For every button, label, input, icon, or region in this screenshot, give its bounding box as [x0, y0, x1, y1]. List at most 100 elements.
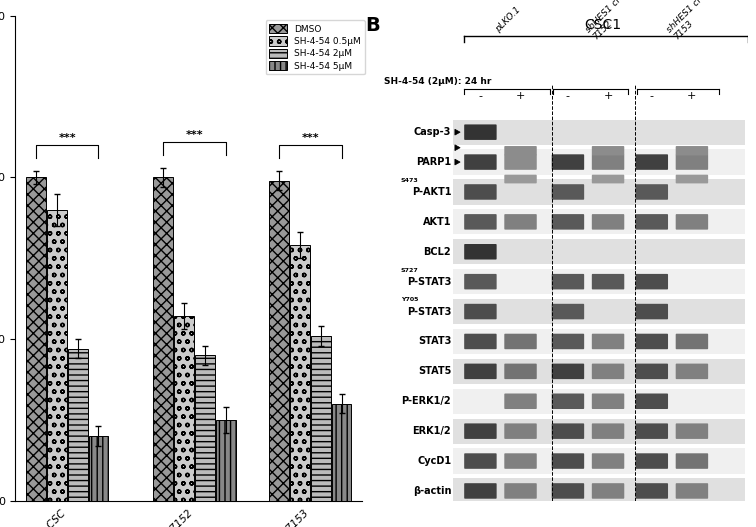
Text: STAT5: STAT5 [418, 366, 451, 376]
Text: CycD1: CycD1 [417, 456, 451, 466]
FancyBboxPatch shape [636, 274, 668, 289]
Bar [88, 436, 108, 501]
FancyBboxPatch shape [453, 418, 745, 444]
FancyBboxPatch shape [676, 154, 708, 170]
FancyBboxPatch shape [552, 184, 584, 200]
Text: SH-4-54 (2μM): 24 hr: SH-4-54 (2μM): 24 hr [384, 77, 491, 86]
Legend: DMSO, SH-4-54 0.5μM, SH-4-54 2μM, SH-4-54 5μM: DMSO, SH-4-54 0.5μM, SH-4-54 2μM, SH-4-5… [265, 21, 365, 74]
Text: ***: *** [58, 133, 76, 143]
FancyBboxPatch shape [552, 154, 584, 170]
Bar [174, 316, 194, 501]
FancyBboxPatch shape [636, 394, 668, 409]
FancyBboxPatch shape [552, 274, 584, 289]
FancyBboxPatch shape [504, 453, 537, 469]
FancyBboxPatch shape [592, 146, 624, 155]
FancyBboxPatch shape [636, 184, 668, 200]
FancyBboxPatch shape [464, 154, 497, 170]
FancyBboxPatch shape [453, 359, 745, 384]
FancyBboxPatch shape [552, 483, 584, 499]
Text: AKT1: AKT1 [423, 217, 451, 227]
FancyBboxPatch shape [453, 120, 745, 145]
Bar [269, 181, 289, 501]
Bar [26, 178, 46, 501]
FancyBboxPatch shape [464, 124, 497, 140]
FancyBboxPatch shape [592, 364, 624, 379]
FancyBboxPatch shape [676, 146, 708, 155]
Text: BCL2: BCL2 [423, 247, 451, 257]
FancyBboxPatch shape [676, 364, 708, 379]
FancyBboxPatch shape [676, 174, 708, 183]
FancyBboxPatch shape [636, 453, 668, 469]
Bar [332, 404, 352, 501]
FancyBboxPatch shape [552, 334, 584, 349]
FancyBboxPatch shape [676, 334, 708, 349]
Text: +: + [687, 91, 696, 101]
FancyBboxPatch shape [636, 154, 668, 170]
FancyBboxPatch shape [676, 423, 708, 439]
Text: shHES1 cl
7152: shHES1 cl 7152 [584, 0, 630, 42]
FancyBboxPatch shape [453, 269, 745, 294]
Bar [311, 336, 330, 501]
FancyBboxPatch shape [464, 244, 497, 259]
FancyBboxPatch shape [676, 214, 708, 230]
FancyBboxPatch shape [592, 214, 624, 230]
FancyBboxPatch shape [464, 453, 497, 469]
Text: CSC1: CSC1 [584, 18, 621, 32]
Bar [290, 245, 310, 501]
FancyBboxPatch shape [453, 329, 745, 354]
Text: +: + [603, 91, 612, 101]
FancyBboxPatch shape [592, 394, 624, 409]
Text: PARP1: PARP1 [416, 157, 451, 167]
Text: Casp-3: Casp-3 [414, 127, 451, 137]
FancyBboxPatch shape [453, 179, 745, 204]
FancyBboxPatch shape [464, 304, 497, 319]
FancyBboxPatch shape [552, 453, 584, 469]
Text: P-STAT3: P-STAT3 [407, 307, 451, 317]
Text: -: - [650, 91, 654, 101]
FancyBboxPatch shape [552, 304, 584, 319]
Text: S727: S727 [401, 268, 418, 272]
FancyBboxPatch shape [592, 334, 624, 349]
FancyBboxPatch shape [464, 184, 497, 200]
FancyBboxPatch shape [592, 453, 624, 469]
FancyBboxPatch shape [552, 364, 584, 379]
FancyBboxPatch shape [504, 174, 537, 183]
Text: S473: S473 [401, 178, 418, 183]
FancyBboxPatch shape [453, 448, 745, 474]
FancyBboxPatch shape [552, 423, 584, 439]
FancyBboxPatch shape [464, 274, 497, 289]
Polygon shape [455, 145, 460, 151]
Text: ***: *** [186, 130, 203, 140]
FancyBboxPatch shape [453, 388, 745, 414]
FancyBboxPatch shape [464, 483, 497, 499]
Text: STAT3: STAT3 [418, 336, 451, 346]
FancyBboxPatch shape [464, 214, 497, 230]
FancyBboxPatch shape [676, 453, 708, 469]
FancyBboxPatch shape [504, 214, 537, 230]
FancyBboxPatch shape [636, 423, 668, 439]
FancyBboxPatch shape [504, 364, 537, 379]
FancyBboxPatch shape [676, 483, 708, 499]
Polygon shape [455, 129, 460, 135]
Text: ***: *** [302, 133, 319, 143]
FancyBboxPatch shape [552, 214, 584, 230]
Text: pLKO.1: pLKO.1 [493, 5, 522, 34]
FancyBboxPatch shape [453, 239, 745, 265]
Text: P-AKT1: P-AKT1 [412, 187, 451, 197]
FancyBboxPatch shape [504, 483, 537, 499]
FancyBboxPatch shape [464, 364, 497, 379]
FancyBboxPatch shape [636, 304, 668, 319]
FancyBboxPatch shape [453, 479, 745, 504]
Text: P-ERK1/2: P-ERK1/2 [401, 396, 451, 406]
FancyBboxPatch shape [464, 423, 497, 439]
Text: -: - [479, 91, 482, 101]
Bar [68, 349, 88, 501]
FancyBboxPatch shape [636, 364, 668, 379]
Bar [153, 178, 173, 501]
Bar [195, 355, 215, 501]
FancyBboxPatch shape [504, 423, 537, 439]
FancyBboxPatch shape [453, 150, 745, 174]
Text: Y705: Y705 [401, 297, 418, 302]
FancyBboxPatch shape [504, 154, 537, 170]
FancyBboxPatch shape [504, 394, 537, 409]
